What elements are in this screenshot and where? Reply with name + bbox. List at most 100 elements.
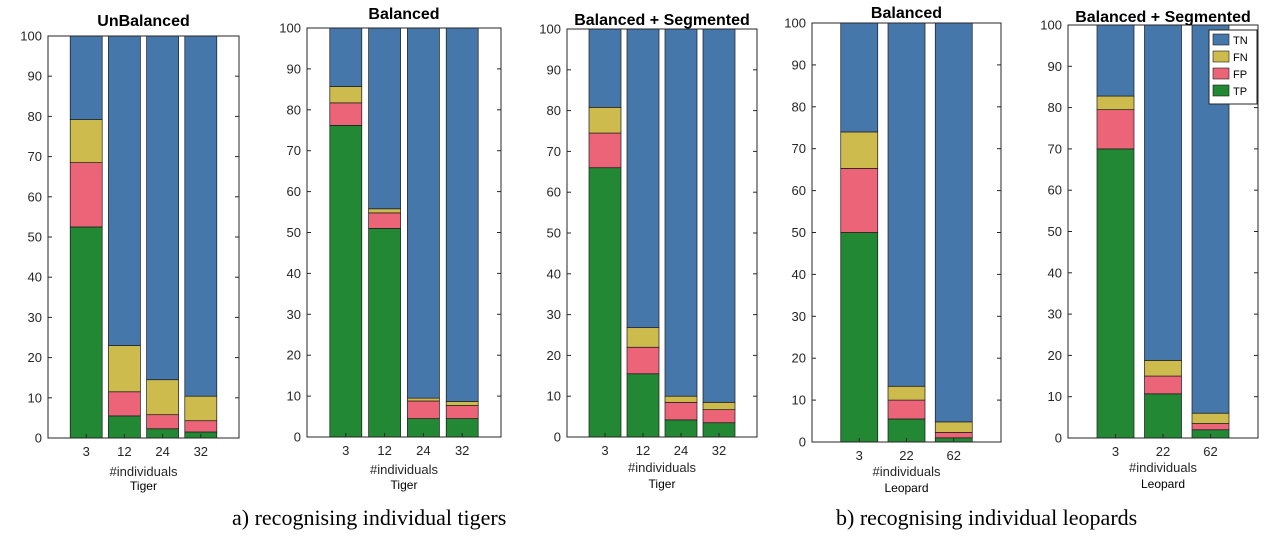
y-tick-label: 20 [547,348,561,363]
y-tick-label: 80 [1048,100,1062,115]
x-tick-label: 32 [455,443,469,458]
bar-tp-3 [69,226,103,439]
x-tick-label: 12 [117,444,131,459]
y-tick-label: 30 [28,310,42,325]
bar-fn-22 [1144,360,1182,377]
bar-tn-22 [887,22,926,387]
bar-fp-24 [146,414,179,430]
x-tick-label: 3 [83,444,90,459]
bar-fp-22 [1144,375,1182,395]
legend-swatch-fp [1212,67,1230,80]
bar-tn-32 [184,35,218,397]
y-tick-label: 10 [28,390,42,405]
bar-tn-32 [445,27,479,402]
y-tick-label: 50 [792,225,806,240]
bar-fp-32 [702,409,736,424]
x-tick-label: 3 [342,443,349,458]
bar-tn-3 [69,35,103,120]
legend-swatch-tn [1212,33,1230,46]
bar-tn-3 [329,27,363,87]
y-tick-label: 20 [28,350,42,365]
bar-fn-3 [840,131,879,169]
y-tick-label: 10 [792,393,806,408]
caption-leopards: b) recognising individual leopards [836,505,1138,530]
y-tick-label: 0 [294,430,301,445]
bar-fn-62 [934,421,973,433]
y-tick-label: 40 [792,267,806,282]
y-tick-label: 40 [547,266,561,281]
legend-label-tp: TP [1233,86,1247,98]
y-tick-label: 10 [1048,389,1062,404]
y-tick-label: 70 [28,149,42,164]
y-tick-label: 60 [1048,183,1062,198]
bar-tn-12 [626,28,660,329]
y-tick-label: 40 [287,266,301,281]
bar-tp-3 [840,232,879,443]
bar-tp-3 [588,167,622,438]
bar-tn-24 [407,27,440,399]
x-tick-label: 12 [636,443,650,458]
x-tick-label: 24 [155,444,169,459]
chart-sublabel: Leopard [884,481,928,495]
x-axis-label: #individuals [370,462,438,477]
bar-tn-22 [1144,24,1182,361]
y-tick-label: 100 [1040,18,1062,33]
y-tick-label: 30 [1048,307,1062,322]
y-tick-label: 60 [792,183,806,198]
bar-fp-62 [934,432,973,439]
bar-fp-3 [588,132,622,169]
legend-swatch-fn [1212,50,1230,63]
y-tick-label: 20 [287,348,301,363]
x-tick-label: 3 [856,448,863,463]
bar-fn-24 [664,395,698,403]
x-tick-label: 22 [1156,444,1170,459]
y-tick-label: 40 [1048,265,1062,280]
chart-title: Balanced + Segmented [574,12,750,29]
x-tick-label: 32 [712,443,726,458]
bar-tp-12 [626,373,660,438]
x-tick-label: 24 [674,443,688,458]
y-tick-label: 20 [792,351,806,366]
bar-tn-24 [664,28,698,397]
x-axis-label: #individuals [1129,460,1197,475]
y-tick-label: 90 [287,61,301,76]
legend-swatch-tp [1212,84,1230,97]
x-axis-label: #individuals [873,464,941,479]
bar-fn-32 [445,401,479,406]
x-tick-label: 22 [899,448,913,463]
bar-fp-24 [664,401,698,421]
chart-title: UnBalanced [97,13,189,30]
y-tick-label: 70 [547,144,561,159]
bar-tp-3 [1096,148,1135,439]
bar-fn-12 [108,345,141,393]
bar-fp-12 [108,391,141,417]
chart-sublabel: Leopard [1141,477,1185,491]
y-tick-label: 40 [28,270,42,285]
bar-tp-3 [329,124,363,438]
bar-fp-24 [407,400,440,419]
y-tick-label: 100 [20,29,42,44]
chart-title: Balanced [871,5,942,22]
y-tick-label: 80 [28,109,42,124]
y-tick-label: 0 [554,430,561,445]
x-tick-label: 24 [416,443,430,458]
bar-tn-12 [108,35,141,346]
bar-fn-32 [702,401,736,411]
bar-fn-3 [1096,95,1135,111]
y-tick-label: 60 [287,184,301,199]
chart-title: Balanced [368,6,439,23]
y-tick-label: 50 [287,225,301,240]
chart-panel-1: 3 12 24 32 0 10 20 30 40 50 60 70 80 90 100 UnBalanced #… [20,13,240,493]
bar-fn-3 [329,86,363,104]
bar-fn-22 [887,385,926,401]
bar-fn-24 [146,379,179,416]
y-tick-label: 100 [784,16,806,31]
bar-fn-3 [588,106,622,134]
y-tick-label: 90 [547,62,561,77]
y-tick-label: 30 [287,307,301,322]
chart-panel-4: 3 22 62 0 10 20 30 40 50 60 70 80 90 100 Balanced #indi… [784,5,1002,495]
y-tick-label: 30 [547,307,561,322]
chart-panel-3: 3 12 24 32 0 10 20 30 40 50 60 70 80 90 100 Balanced + … [539,12,758,491]
x-tick-label: 12 [377,443,391,458]
y-tick-label: 90 [1048,59,1062,74]
